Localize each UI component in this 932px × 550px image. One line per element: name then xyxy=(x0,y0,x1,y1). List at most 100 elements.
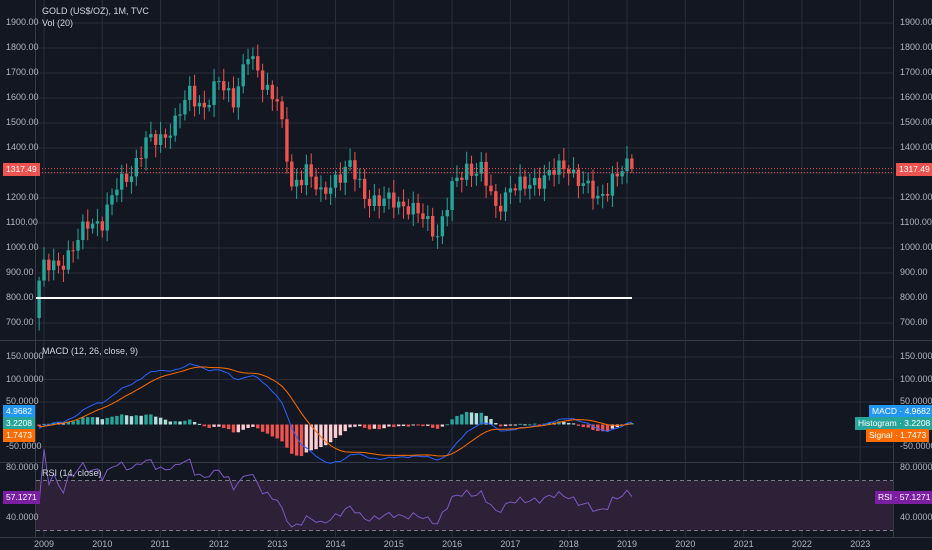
macd-histogram-bar xyxy=(202,424,207,427)
candle-body xyxy=(392,192,396,208)
macd-histogram-bar xyxy=(86,417,90,425)
price-tick-label-left: 1600.00 xyxy=(6,92,39,102)
x-tick-label: 2012 xyxy=(208,539,229,549)
candle-body xyxy=(382,198,386,206)
macd-histogram-bar xyxy=(71,421,75,425)
price-tick-label-left: 1700.00 xyxy=(6,67,39,77)
macd-histogram-bar xyxy=(110,416,114,425)
price-tick-label-left: 1400.00 xyxy=(6,142,39,152)
macd-histogram-bar xyxy=(158,417,163,425)
candle-body xyxy=(144,137,148,159)
candle-body xyxy=(435,236,440,238)
macd-histogram-bar xyxy=(581,424,585,428)
macd-histogram-bar xyxy=(547,422,551,425)
x-tick-label: 2013 xyxy=(267,539,288,549)
macd-histogram-bar xyxy=(105,417,109,425)
candle-body xyxy=(455,177,459,182)
candle-body xyxy=(426,215,430,220)
candle-body xyxy=(275,99,279,102)
candle-body xyxy=(377,195,381,206)
signal-tag-right: Signal · 1.7473 xyxy=(866,429,930,442)
macd-histogram-bar xyxy=(197,423,202,425)
candle-body xyxy=(508,188,513,193)
candle-body xyxy=(353,160,357,180)
candle-body xyxy=(562,160,566,170)
macd-histogram-bar xyxy=(139,415,143,425)
macd-histogram-bar xyxy=(557,421,561,425)
macd-tick-label: -50.0000 xyxy=(900,441,932,451)
macd-histogram-bar xyxy=(76,419,80,425)
macd-histogram-bar xyxy=(61,423,66,425)
macd-histogram-bar xyxy=(260,424,265,432)
price-tick-label: 1400.00 xyxy=(900,142,932,152)
macd-tick-label-left: 100.0000 xyxy=(6,373,44,384)
macd-line xyxy=(38,363,632,464)
macd-histogram-bar xyxy=(236,424,241,433)
candle-body xyxy=(251,56,255,60)
candle-body xyxy=(362,178,367,199)
macd-histogram-bar xyxy=(426,424,430,426)
candle-body xyxy=(605,194,610,196)
price-tick-label-left: 1800.00 xyxy=(6,42,39,52)
macd-histogram-bar xyxy=(372,424,377,429)
macd-histogram-bar xyxy=(455,415,459,425)
macd-histogram-bar xyxy=(532,423,537,425)
macd-tick-label: 50.0000 xyxy=(900,396,932,406)
candle-body xyxy=(236,86,241,108)
candle-body xyxy=(66,250,70,270)
rsi-title: RSI (14, close) xyxy=(42,468,102,478)
macd-histogram-bar xyxy=(479,412,483,425)
candle-body xyxy=(86,221,90,229)
x-tick-label: 2022 xyxy=(791,539,812,549)
candle-body xyxy=(523,176,527,189)
candle-body xyxy=(81,221,85,240)
candle-body xyxy=(338,174,343,183)
candle-body xyxy=(367,198,372,206)
candle-body xyxy=(552,170,556,175)
macd-histogram-bar xyxy=(392,424,396,427)
macd-tick-label-left: 150.0000 xyxy=(6,351,44,361)
candle-body xyxy=(231,88,236,108)
candle-body xyxy=(217,81,221,83)
price-tick-label: 1900.00 xyxy=(900,17,932,27)
macd-histogram-bar xyxy=(275,424,279,439)
candle-body xyxy=(42,259,46,281)
candle-body xyxy=(503,192,508,212)
macd-histogram-bar xyxy=(450,419,454,425)
macd-histogram-bar xyxy=(571,423,576,425)
price-tick-label-left: 1200.00 xyxy=(6,192,39,202)
candle-body xyxy=(528,185,532,189)
signal-tag-left: 1.7473 xyxy=(3,429,35,442)
macd-histogram-bar xyxy=(401,424,406,427)
macd-histogram-bar xyxy=(567,422,571,425)
candle-body xyxy=(168,135,173,138)
candle-body xyxy=(280,101,284,120)
price-tick-label-left: 700.00 xyxy=(6,317,34,327)
macd-tag-right: MACD · 4.9682 xyxy=(869,405,932,418)
macd-histogram-bar xyxy=(168,421,173,425)
x-tick-label: 2010 xyxy=(92,539,113,549)
candle-body xyxy=(537,177,542,189)
candle-body xyxy=(581,183,585,186)
macd-histogram-bar xyxy=(421,424,425,427)
macd-histogram-bar xyxy=(377,424,381,430)
candle-body xyxy=(61,265,66,270)
chart-title: GOLD (US$/OZ), 1M, TVC xyxy=(42,6,149,16)
macd-histogram-bar xyxy=(66,421,70,425)
candle-body xyxy=(333,174,338,188)
macd-histogram-bar xyxy=(163,419,168,425)
macd-histogram-bar xyxy=(484,415,488,425)
macd-histogram-bar xyxy=(324,424,328,446)
macd-title: MACD (12, 26, close, 9) xyxy=(42,346,139,356)
macd-histogram-bar xyxy=(304,424,309,453)
candle-body xyxy=(498,205,503,212)
candle-body xyxy=(202,102,207,108)
candle-body xyxy=(212,81,216,105)
macd-histogram-bar xyxy=(358,424,362,427)
candle-body xyxy=(134,158,139,177)
macd-histogram-bar xyxy=(319,424,323,448)
candle-body xyxy=(450,181,454,211)
candle-body xyxy=(139,158,143,160)
